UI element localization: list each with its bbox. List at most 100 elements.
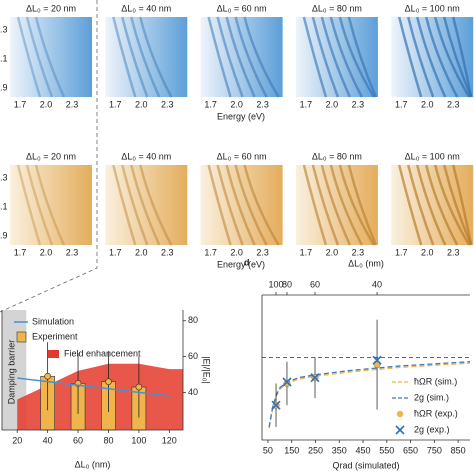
map-x-tick: 2.3 — [256, 99, 269, 109]
map-branch — [397, 16, 423, 98]
map-y-tick: .9 — [0, 82, 8, 92]
panel-label: d — [244, 257, 250, 267]
map-branch — [433, 164, 471, 246]
map-branch — [139, 164, 173, 246]
map-branch — [329, 164, 364, 246]
map-branch — [397, 164, 423, 246]
map-branch — [424, 16, 459, 98]
map-branch — [34, 16, 66, 98]
map-x-tick: 2.0 — [135, 99, 148, 109]
map-y-tick: .3 — [0, 172, 8, 182]
map-x-tick: 2.0 — [135, 247, 148, 257]
map — [295, 17, 378, 97]
map — [105, 17, 188, 97]
map-title: ΔL₀ = 20 nm — [26, 151, 76, 161]
map — [391, 165, 474, 245]
x-tick-label: 150 — [284, 445, 299, 455]
map-x-tick: 2.3 — [256, 247, 269, 257]
x-tick-label: 80 — [103, 435, 113, 445]
map-branch — [225, 16, 256, 98]
exp-point — [373, 361, 381, 369]
map — [391, 17, 474, 97]
map-x-tick: 1.7 — [204, 247, 217, 257]
axes — [261, 294, 470, 441]
x-tick-label: 350 — [332, 445, 347, 455]
map-branch — [139, 16, 173, 98]
map-x-tick: 1.7 — [204, 99, 217, 109]
exp-cross — [271, 400, 281, 410]
map-branch — [130, 16, 161, 98]
exp-cross — [282, 377, 292, 387]
map-branch — [338, 164, 375, 246]
map-y-tick: .3 — [0, 24, 8, 34]
map-branch — [311, 16, 340, 98]
map-title: ΔL₀ = 80 nm — [312, 151, 362, 161]
map-branch — [329, 16, 364, 98]
map-branch — [347, 16, 378, 98]
map-branch — [121, 164, 149, 246]
x-tick-label: 100 — [131, 435, 146, 445]
legend-swatch — [396, 410, 404, 418]
map-y-tick: .9 — [0, 230, 8, 240]
map-branch — [216, 164, 244, 246]
map-branch — [415, 16, 447, 98]
y2-tick-label: 80 — [188, 315, 198, 325]
map-branch — [347, 164, 378, 246]
map-branch — [16, 164, 42, 246]
map-title: ΔL₀ = 100 nm — [405, 151, 460, 161]
x-tick-label: 550 — [379, 445, 394, 455]
x-label: ΔL₀ (nm) — [75, 459, 111, 469]
map-title: ΔL₀ = 100 nm — [405, 3, 460, 13]
map-x-tick: 2.0 — [230, 99, 243, 109]
exp-cross — [310, 373, 320, 383]
map-branch — [112, 164, 137, 246]
map-branch — [234, 16, 268, 98]
map-x-tick: 2.0 — [40, 247, 53, 257]
map-x-tick: 2.0 — [421, 247, 434, 257]
x2-label: ΔL₀ (nm) — [348, 258, 384, 268]
sim-curve — [268, 361, 471, 428]
map-branch — [311, 164, 340, 246]
x-tick-label: 60 — [73, 435, 83, 445]
legend-label: ħΩR (sim.) — [414, 376, 457, 386]
map-y-tick: .1 — [0, 201, 8, 211]
legend-label: 2g (sim.) — [414, 392, 449, 402]
map-branch — [338, 16, 375, 98]
map-branch — [225, 164, 256, 246]
map-x-tick: 2.3 — [66, 99, 79, 109]
map-branch — [207, 16, 232, 98]
region-label: Damping barrier — [6, 340, 16, 405]
map-branch — [433, 16, 471, 98]
map-x-label: Energy (eV) — [217, 111, 265, 121]
map-branch — [406, 16, 435, 98]
y2-tick-label: 40 — [188, 387, 198, 397]
map — [200, 17, 283, 97]
map-x-tick: 1.7 — [300, 99, 313, 109]
map-branch — [112, 16, 137, 98]
map — [105, 165, 188, 245]
map-x-tick: 2.0 — [40, 99, 53, 109]
map-x-tick: 2.3 — [66, 247, 79, 257]
map-x-tick: 2.0 — [230, 247, 243, 257]
map-branch — [25, 16, 54, 98]
map-title: ΔL₀ = 60 nm — [217, 3, 267, 13]
map-branch — [302, 16, 328, 98]
map-x-tick: 1.7 — [395, 247, 408, 257]
map-title: ΔL₀ = 60 nm — [217, 151, 267, 161]
x-tick-label: 250 — [308, 445, 323, 455]
map-branch — [25, 164, 54, 246]
bar-marker — [105, 378, 112, 385]
x2-tick-label: 80 — [282, 279, 292, 289]
bar-marker — [44, 372, 51, 380]
divider — [0, 0, 98, 313]
map-branch — [320, 16, 352, 98]
map — [200, 165, 283, 245]
map-branch — [207, 164, 232, 246]
x-tick-label: 850 — [451, 445, 466, 455]
exp-point — [283, 380, 291, 387]
legend-label: ħΩR (exp.) — [414, 408, 458, 418]
map-x-tick: 1.7 — [109, 99, 122, 109]
map-x-tick: 2.0 — [326, 247, 339, 257]
legend-swatch — [395, 425, 405, 435]
map-x-tick: 2.3 — [161, 99, 174, 109]
